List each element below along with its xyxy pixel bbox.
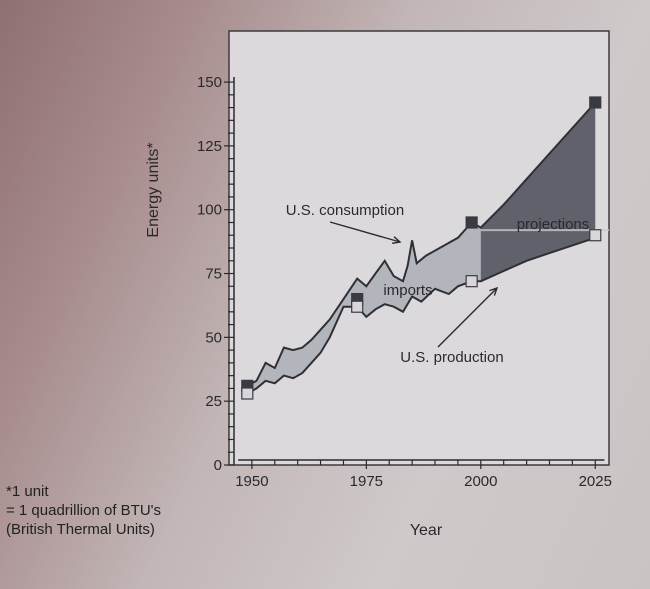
production-marker bbox=[589, 229, 602, 242]
x-tick-label: 2025 bbox=[579, 473, 612, 490]
footnote: *1 unit = 1 quadrillion of BTU's (Britis… bbox=[6, 482, 161, 539]
marker-layer bbox=[241, 96, 602, 400]
footnote-line-2: = 1 quadrillion of BTU's bbox=[6, 502, 162, 519]
production-arrow-head bbox=[489, 286, 499, 296]
x-tick-label: 2000 bbox=[464, 473, 497, 490]
area-layer bbox=[247, 102, 596, 394]
x-tick-label: 1975 bbox=[350, 473, 383, 490]
projection-area bbox=[480, 102, 596, 282]
y-tick-label: 0 bbox=[214, 457, 222, 474]
consumption-arrow-head bbox=[391, 236, 402, 245]
y-tick-label: 150 bbox=[197, 74, 222, 91]
footnote-line-3: (British Thermal Units) bbox=[6, 521, 155, 538]
y-tick-label: 100 bbox=[197, 202, 222, 219]
projections-annotation: projections bbox=[517, 216, 590, 233]
consumption-line bbox=[246, 101, 597, 387]
y-tick-label: 25 bbox=[205, 393, 222, 410]
consumption-arrow bbox=[329, 221, 401, 243]
production-marker bbox=[465, 275, 478, 288]
y-axis: 0 25 50 75 100 125 150 bbox=[197, 74, 235, 474]
x-axis-title: Year bbox=[410, 522, 443, 539]
y-tick-label: 75 bbox=[205, 266, 222, 283]
consumption-annotation: U.S. consumption bbox=[286, 202, 404, 219]
production-annotation: U.S. production bbox=[400, 349, 503, 366]
imports-annotation: imports bbox=[383, 282, 432, 299]
footnote-line-1: *1 unit bbox=[6, 483, 49, 500]
x-axis: 1950 1975 2000 2025 bbox=[235, 459, 612, 490]
production-marker bbox=[351, 300, 364, 313]
y-tick-label: 125 bbox=[197, 138, 222, 155]
imports-area bbox=[247, 222, 481, 394]
line-layer bbox=[246, 101, 609, 395]
annotation-layer: U.S. consumption imports projections U.S. p… bbox=[286, 202, 589, 366]
production-marker bbox=[241, 387, 254, 400]
consumption-marker bbox=[589, 96, 602, 109]
x-tick-label: 1950 bbox=[235, 473, 268, 490]
y-tick-label: 50 bbox=[205, 329, 222, 346]
production-line bbox=[246, 236, 596, 395]
production-arrow bbox=[437, 287, 498, 348]
y-axis-title: Energy units* bbox=[145, 142, 162, 237]
consumption-marker bbox=[465, 216, 478, 229]
